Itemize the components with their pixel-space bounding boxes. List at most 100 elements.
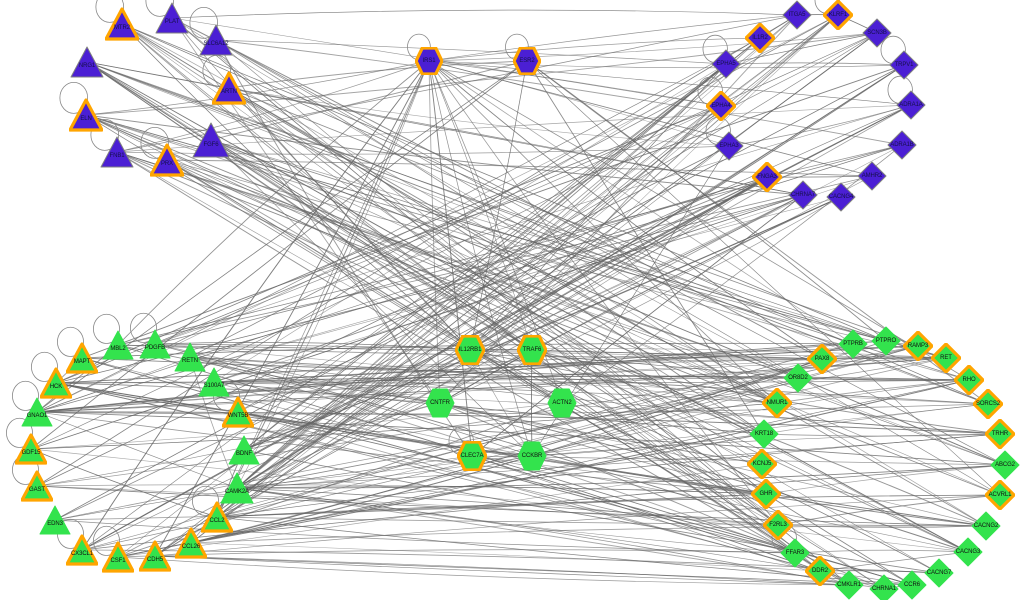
graph-edge — [36, 484, 767, 495]
graph-edge — [81, 64, 905, 359]
graph-node-epha5[interactable]: EPHA5 — [711, 49, 741, 79]
graph-edge — [85, 114, 969, 553]
graph-edge — [86, 61, 887, 342]
graph-node-adra1a[interactable]: ADRA1A — [896, 90, 926, 120]
graph-node-irs1[interactable]: IRS1 — [415, 47, 443, 75]
graph-node-epha3[interactable]: EPHA3 — [714, 131, 744, 161]
diamond-node-shape — [826, 182, 856, 212]
graph-edge — [210, 60, 528, 141]
graph-node-cx3cl1[interactable]: CX3CL1 — [66, 534, 98, 566]
graph-edge — [439, 196, 842, 404]
self-loop-edge — [95, 0, 125, 23]
graph-node-csf1[interactable]: CSF1 — [102, 541, 134, 573]
graph-node-gnao1[interactable]: GNAO1 — [21, 396, 53, 428]
graph-node-fnga3[interactable]: FNGA3 — [752, 162, 782, 192]
graph-node-esr2[interactable]: ESR2 — [513, 47, 541, 75]
graph-node-fnb1[interactable]: FNB1 — [100, 135, 134, 169]
graph-node-actn2[interactable]: ACTN2 — [547, 388, 577, 418]
graph-node-ramp3[interactable]: RAMP3 — [903, 331, 933, 361]
graph-edge — [117, 463, 763, 558]
graph-node-ghr[interactable]: GHR — [751, 479, 781, 509]
graph-node-ddr2[interactable]: DDR2 — [805, 556, 835, 586]
graph-node-clec7a[interactable]: CLEC7A — [457, 441, 487, 471]
graph-node-epha4[interactable]: EPHA4 — [706, 91, 736, 121]
graph-node-camk2a[interactable]: CAMK2A — [220, 471, 254, 505]
graph-node-gast[interactable]: GAST — [21, 470, 53, 502]
diamond-node-shape — [834, 570, 864, 600]
triangle-node-shape — [66, 534, 98, 566]
graph-node-klrf1[interactable]: KLRF1 — [823, 0, 853, 30]
graph-edge — [236, 14, 839, 489]
graph-node-krt18[interactable]: KRT18 — [749, 419, 779, 449]
graph-node-plat[interactable]: PLAT — [155, 1, 189, 35]
graph-edge — [236, 175, 873, 489]
graph-node-scn3b[interactable]: SCN3B — [862, 18, 892, 48]
graph-edge — [154, 176, 768, 345]
graph-node-gdf15[interactable]: GDF15 — [15, 433, 47, 465]
graph-node-sorcs2[interactable]: SORCS2 — [973, 389, 1003, 419]
graph-node-ccl26[interactable]: CCL26 — [175, 527, 207, 559]
graph-node-bdnf[interactable]: BDNF — [228, 434, 260, 466]
graph-node-artn[interactable]: ARTN — [212, 71, 246, 105]
graph-node-cdh5[interactable]: CDH5 — [139, 540, 171, 572]
graph-node-cmklr1[interactable]: CMKLR1 — [834, 570, 864, 600]
triangle-node-shape — [15, 433, 47, 465]
graph-node-il12rb1[interactable]: IL12RB1 — [455, 335, 485, 365]
graph-node-trpv1[interactable]: TRPV1 — [889, 50, 919, 80]
graph-node-amhr2[interactable]: AMHR2 — [857, 161, 887, 191]
graph-edge — [471, 455, 767, 495]
graph-node-edn3[interactable]: EDN3 — [39, 504, 71, 536]
graph-node-pdgfb[interactable]: PDGFB — [139, 328, 171, 360]
graph-node-cacng3[interactable]: CACNG3 — [953, 537, 983, 567]
graph-node-chrna7[interactable]: CHRNA7 — [788, 180, 818, 210]
graph-edge — [236, 464, 1006, 489]
graph-node-itga5[interactable]: ITGA5 — [782, 0, 812, 30]
graph-node-cacng7[interactable]: CACNG7 — [924, 558, 954, 588]
diamond-node-shape — [706, 91, 736, 121]
graph-node-fgf6[interactable]: FGF6 — [192, 121, 230, 159]
graph-edge — [797, 377, 970, 381]
graph-node-hck[interactable]: HCK — [40, 367, 72, 399]
graph-node-chrna1[interactable]: CHRNA1 — [869, 574, 899, 600]
graph-node-acvrl1[interactable]: ACVRL1 — [985, 480, 1015, 510]
hexagon-node-shape — [455, 335, 485, 365]
graph-edge — [428, 60, 905, 69]
graph-node-wnt5b[interactable]: WNT5B — [222, 396, 254, 428]
triangle-node-shape — [39, 505, 71, 535]
graph-node-prx[interactable]: PRX — [150, 143, 184, 177]
graph-node-slc6a12[interactable]: SLC6A12 — [199, 23, 233, 57]
graph-edge — [86, 61, 796, 554]
triangle-node-shape — [70, 46, 104, 78]
graph-node-cacng4[interactable]: CACNG4 — [826, 182, 856, 212]
graph-node-traf6[interactable]: TRAF6 — [517, 335, 547, 365]
graph-node-abcg2[interactable]: ABCG2 — [990, 450, 1020, 480]
graph-node-adra1b[interactable]: ADRA1B — [887, 130, 917, 160]
graph-node-eln[interactable]: ELN — [69, 98, 103, 132]
graph-edge — [428, 37, 761, 62]
graph-edge — [121, 23, 765, 435]
graph-node-f2rl3[interactable]: F2RL3 — [763, 510, 793, 540]
graph-node-nrg1[interactable]: NRG1 — [70, 45, 104, 79]
graph-edge — [428, 60, 533, 457]
graph-edge — [215, 39, 778, 404]
graph-edge — [471, 455, 850, 586]
graph-node-ptprb[interactable]: PTPRB — [838, 329, 868, 359]
graph-node-il1r2[interactable]: IL1R2 — [745, 23, 775, 53]
graph-node-mbl2[interactable]: MBL2 — [102, 329, 134, 361]
triangle-node-shape — [139, 329, 171, 359]
graph-node-mtr2[interactable]: MTR2 — [105, 7, 139, 41]
graph-node-cckbr[interactable]: CCKBR — [517, 441, 547, 471]
graph-node-ptpro[interactable]: PTPRO — [871, 326, 901, 356]
graph-node-s100a7[interactable]: S100A7 — [198, 366, 230, 398]
graph-edge — [36, 485, 779, 526]
graph-node-trhr[interactable]: TRHR — [985, 419, 1015, 449]
graph-edge — [471, 455, 1006, 466]
graph-edge — [428, 60, 722, 107]
graph-node-cntfr[interactable]: CNTFR — [425, 388, 455, 418]
graph-edge — [763, 403, 989, 435]
graph-node-kcnj5[interactable]: KCNJ5 — [747, 449, 777, 479]
graph-node-ccr6[interactable]: CCR6 — [897, 570, 927, 600]
graph-node-nmur1[interactable]: NMUR1 — [762, 388, 792, 418]
graph-edge — [154, 555, 850, 586]
